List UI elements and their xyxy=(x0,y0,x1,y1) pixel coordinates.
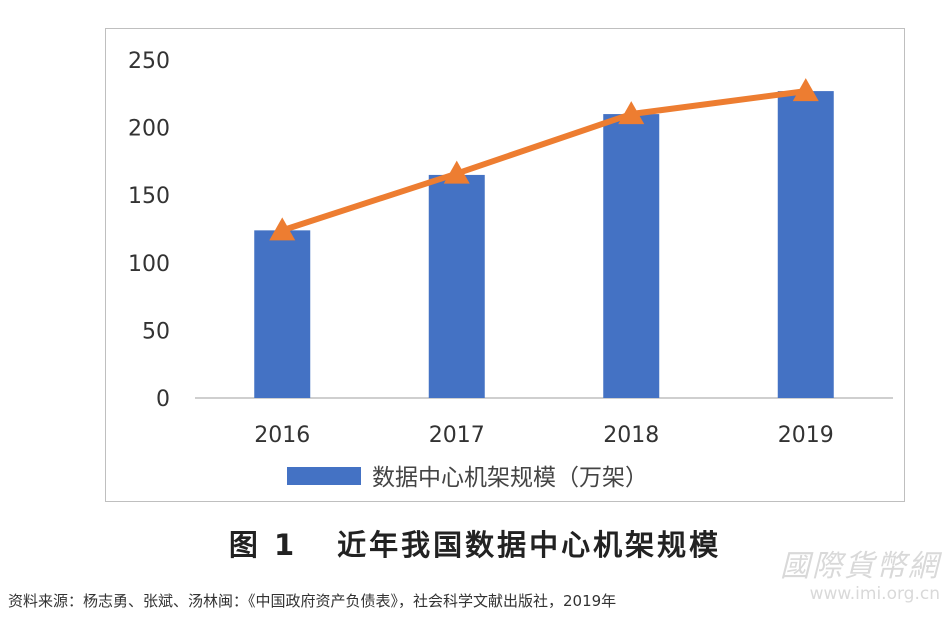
watermark: 國際貨幣網 www.imi.org.cn xyxy=(780,552,940,603)
figure-number: 图 1 xyxy=(228,528,298,562)
y-tick-label: 250 xyxy=(128,49,170,74)
bar xyxy=(428,174,485,398)
y-tick-label: 0 xyxy=(156,387,170,412)
line-marker xyxy=(443,160,470,184)
y-tick-label: 50 xyxy=(142,319,170,344)
x-tick-label: 2017 xyxy=(429,423,485,448)
line-series xyxy=(279,88,809,234)
chart-plot: 0 50 100 150 200 250 2016 2017 2018 2019 数据中心机架规模（… xyxy=(128,49,893,491)
x-tick-label: 2018 xyxy=(603,423,659,448)
watermark-name: 國際貨幣網 xyxy=(780,549,940,584)
figure-caption: 图 1 近年我国数据中心机架规模 xyxy=(0,522,950,566)
line-marker xyxy=(618,101,645,125)
legend-label: 数据中心机架规模（万架） xyxy=(372,465,648,491)
y-tick-label: 100 xyxy=(128,252,170,277)
bar xyxy=(254,230,311,398)
line-marker xyxy=(792,78,819,102)
chart-frame xyxy=(105,28,905,502)
figure-title: 近年我国数据中心机架规模 xyxy=(337,528,722,562)
x-tick-label: 2016 xyxy=(254,423,310,448)
y-tick-label: 200 xyxy=(128,117,170,142)
source-note: 资料来源：杨志勇、张斌、汤林闽：《中国政府资产负债表》，社会科学文献出版社，20… xyxy=(8,592,617,610)
bar xyxy=(777,91,834,398)
y-tick-label: 150 xyxy=(128,184,170,209)
legend-swatch xyxy=(287,467,361,485)
line-marker xyxy=(269,217,296,241)
watermark-url: www.imi.org.cn xyxy=(809,584,940,604)
x-tick-label: 2019 xyxy=(778,423,834,448)
bar xyxy=(603,114,660,398)
